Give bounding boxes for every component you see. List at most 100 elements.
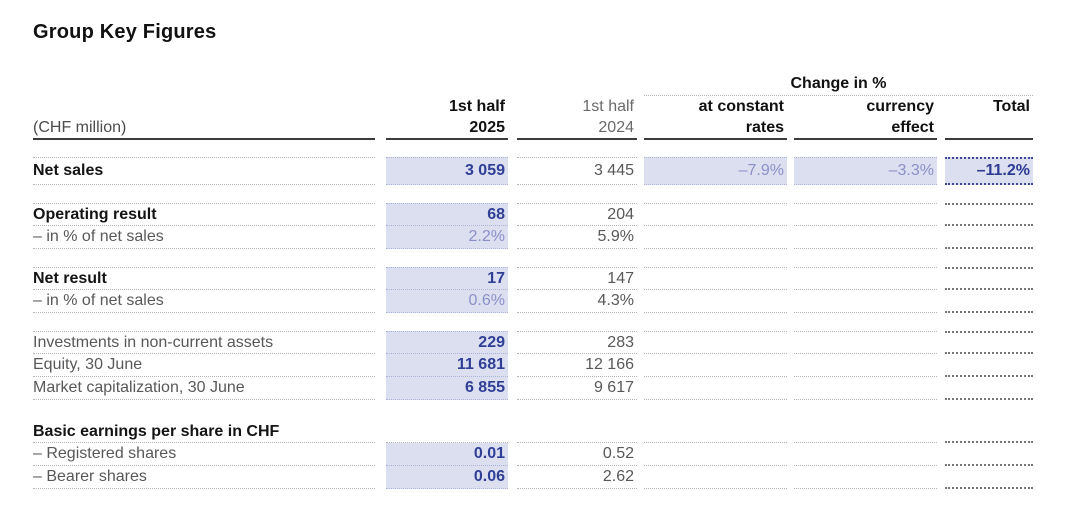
group-earnings-per-share: Basic earnings per share in CHF – Registe… xyxy=(33,422,1033,489)
change-cell-constant-rates xyxy=(644,422,787,443)
change-cell-constant-rates xyxy=(644,267,787,290)
value-cell-2025: 3 059 xyxy=(386,157,508,185)
table-row: Market capitalization, 30 June 6 855 9 617 xyxy=(33,377,1033,400)
value-cell-2025: 6 855 xyxy=(386,377,508,400)
change-cell-total xyxy=(945,331,1033,354)
row-label: Net result xyxy=(33,267,375,290)
change-cell-constant-rates: –7.9% xyxy=(644,157,787,185)
table-row: Operating result 68 204 xyxy=(33,203,1033,226)
value-cell-2025-text: 2.2% xyxy=(468,228,505,245)
change-cell-currency-effect xyxy=(794,377,937,400)
row-label-text: Net result xyxy=(33,269,107,287)
change-cell-currency-effect xyxy=(794,331,937,354)
key-figures-table-body: Net sales 3 059 3 445 –7.9% –3.3% –11.2% Opera… xyxy=(33,157,1033,489)
row-label-text: Equity, 30 June xyxy=(33,356,143,373)
change-cell-total xyxy=(945,377,1033,400)
table-row: – in % of net sales 0.6% 4.3% xyxy=(33,290,1033,313)
value-cell-2024-text: 5.9% xyxy=(597,228,634,245)
change-cell-currency-effect-text: –3.3% xyxy=(888,162,934,179)
column-header-unit: (CHF million) xyxy=(33,96,375,140)
value-cell-2025 xyxy=(386,422,508,443)
row-label-text: – Bearer shares xyxy=(33,468,147,485)
change-cell-currency-effect xyxy=(794,466,937,489)
value-cell-2024-text: 147 xyxy=(607,269,634,287)
value-cell-2025-text: 3 059 xyxy=(464,162,505,179)
change-cell-constant-rates xyxy=(644,466,787,489)
value-cell-2025: 0.06 xyxy=(386,466,508,489)
change-cell-currency-effect xyxy=(794,422,937,443)
value-cell-2024: 204 xyxy=(517,203,637,226)
change-cell-constant-rates xyxy=(644,354,787,377)
change-cell-total xyxy=(945,226,1033,249)
value-cell-2025: 229 xyxy=(386,331,508,354)
change-cell-currency-effect xyxy=(794,203,937,226)
column-header-total: Total xyxy=(945,96,1033,140)
change-in-percent-label: Change in % xyxy=(790,75,887,92)
row-label: Investments in non-current assets xyxy=(33,331,375,354)
change-group-header-row: Change in % xyxy=(33,74,1033,96)
change-cell-constant-rates xyxy=(644,443,787,466)
table-row: Basic earnings per share in CHF xyxy=(33,422,1033,443)
row-label-text: Operating result xyxy=(33,205,157,223)
unit-label: (CHF million) xyxy=(33,119,127,136)
change-cell-total xyxy=(945,466,1033,489)
change-cell-currency-effect xyxy=(794,226,937,249)
row-label: Basic earnings per share in CHF xyxy=(33,422,375,443)
column-header-1st-half-2024: 1st half 2024 xyxy=(517,96,637,140)
row-label-text: Market capitalization, 30 June xyxy=(33,379,245,396)
table-row: – Registered shares 0.01 0.52 xyxy=(33,443,1033,466)
change-cell-total xyxy=(945,203,1033,226)
value-cell-2025-text: 6 855 xyxy=(464,379,505,396)
change-cell-currency-effect xyxy=(794,443,937,466)
value-cell-2024-text: 4.3% xyxy=(597,292,634,309)
table-row: Net sales 3 059 3 445 –7.9% –3.3% –11.2% xyxy=(33,157,1033,185)
group-balance-items: Investments in non-current assets 229 283 E… xyxy=(33,331,1033,400)
value-cell-2024-text: 2.62 xyxy=(602,468,634,485)
value-cell-2024 xyxy=(517,422,637,443)
change-cell-constant-rates xyxy=(644,377,787,400)
table-column-headers: (CHF million) 1st half 2025 1st half 202… xyxy=(33,96,1033,140)
change-cell-currency-effect xyxy=(794,354,937,377)
change-cell-total-text: –11.2% xyxy=(976,162,1030,179)
change-in-percent-header: Change in % xyxy=(644,74,1033,96)
value-cell-2024: 0.52 xyxy=(517,443,637,466)
change-cell-currency-effect xyxy=(794,290,937,313)
value-cell-2024: 3 445 xyxy=(517,157,637,185)
change-cell-constant-rates xyxy=(644,226,787,249)
table-row: Equity, 30 June 11 681 12 166 xyxy=(33,354,1033,377)
row-label-text: Basic earnings per share in CHF xyxy=(33,423,280,440)
value-cell-2025: 68 xyxy=(386,203,508,226)
change-cell-constant-rates xyxy=(644,290,787,313)
row-label: Market capitalization, 30 June xyxy=(33,377,375,400)
group-net-result: Net result 17 147 – in % of net sales 0.6% 4.… xyxy=(33,267,1033,313)
value-cell-2024: 2.62 xyxy=(517,466,637,489)
value-cell-2024-text: 3 445 xyxy=(593,162,634,179)
row-label: – Bearer shares xyxy=(33,466,375,489)
value-cell-2025: 11 681 xyxy=(386,354,508,377)
table-row: – Bearer shares 0.06 2.62 xyxy=(33,466,1033,489)
row-label: Operating result xyxy=(33,203,375,226)
value-cell-2024: 4.3% xyxy=(517,290,637,313)
value-cell-2025-text: 68 xyxy=(487,205,505,223)
page-title: Group Key Figures xyxy=(33,21,217,43)
value-cell-2025: 2.2% xyxy=(386,226,508,249)
change-cell-currency-effect: –3.3% xyxy=(794,157,937,185)
row-label-text: Net sales xyxy=(33,162,104,179)
group-net-sales: Net sales 3 059 3 445 –7.9% –3.3% –11.2% xyxy=(33,157,1033,185)
row-label: Net sales xyxy=(33,157,375,185)
change-cell-total xyxy=(945,354,1033,377)
change-cell-total xyxy=(945,443,1033,466)
value-cell-2024: 12 166 xyxy=(517,354,637,377)
change-cell-total xyxy=(945,290,1033,313)
value-cell-2025-text: 17 xyxy=(487,269,505,287)
group-operating-result: Operating result 68 204 – in % of net sales… xyxy=(33,203,1033,249)
value-cell-2024: 9 617 xyxy=(517,377,637,400)
column-header-constant-rates: at constant rates xyxy=(644,96,787,140)
row-label: – in % of net sales xyxy=(33,290,375,313)
change-cell-constant-rates-text: –7.9% xyxy=(738,162,784,179)
row-label: – in % of net sales xyxy=(33,226,375,249)
value-cell-2024-text: 283 xyxy=(607,333,634,351)
row-label-text: – in % of net sales xyxy=(33,292,164,309)
change-cell-total: –11.2% xyxy=(945,157,1033,185)
